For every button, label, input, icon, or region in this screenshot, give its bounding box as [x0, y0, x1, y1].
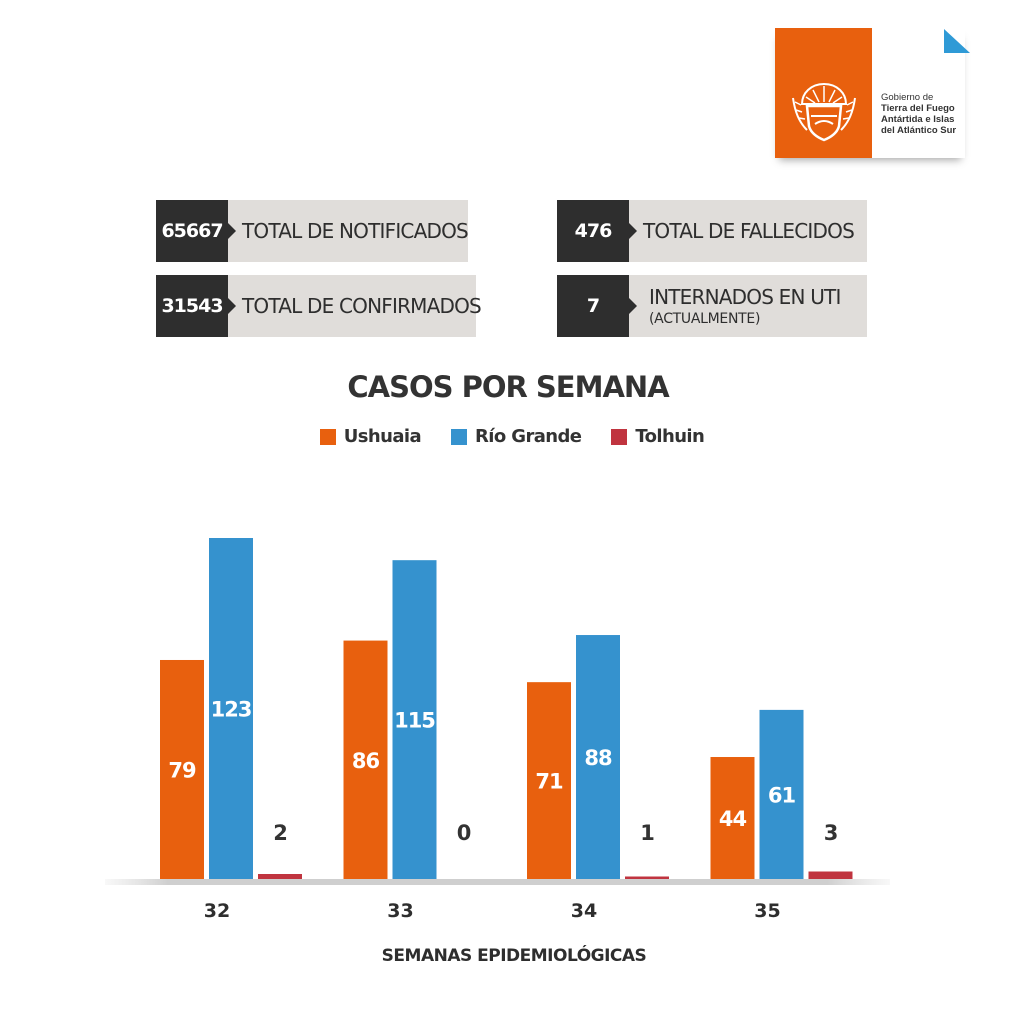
logo-line-4: del Atlántico Sur — [881, 125, 957, 136]
x-tick-label-34: 34 — [571, 900, 597, 922]
data-label-tolhuin-35: 3 — [824, 821, 838, 845]
legend-item-rio-grande: Río Grande — [451, 426, 582, 447]
legend-item-tolhuin: Tolhuin — [611, 426, 705, 447]
legend-label-tolhuin: Tolhuin — [635, 426, 705, 447]
chart-baseline — [105, 879, 890, 885]
stat-confirmados-value: 31543 — [156, 275, 228, 337]
stat-fallecidos-label: TOTAL DE FALLECIDOS — [643, 200, 855, 262]
bar-ushuaia-34 — [527, 682, 571, 879]
bar-tolhuin-35 — [808, 871, 853, 879]
x-axis-title: SEMANAS EPIDEMIOLÓGICAS — [381, 946, 647, 966]
legend-label-ushuaia: Ushuaia — [343, 426, 422, 447]
chart-legend: Ushuaia Río Grande Tolhuin — [0, 426, 1024, 447]
data-label-tolhuin-34: 1 — [640, 821, 654, 845]
legend-item-ushuaia: Ushuaia — [319, 426, 422, 447]
stat-confirmados: 31543 TOTAL DE CONFIRMADOS — [156, 275, 482, 337]
stat-arrow-icon — [629, 298, 637, 314]
stat-uti: 7 INTERNADOS EN UTI (ACTUALMENTE) — [557, 275, 867, 337]
data-label-ushuaia-35: 44 — [719, 807, 747, 831]
stat-arrow-icon — [629, 223, 637, 239]
corner-triangle-icon — [944, 29, 970, 53]
legend-swatch-rio-grande — [451, 428, 467, 445]
x-tick-label-35: 35 — [754, 900, 780, 922]
stat-notificados: 65667 TOTAL DE NOTIFICADOS — [156, 200, 469, 262]
data-label-tolhuin-33: 0 — [457, 821, 471, 845]
legend-swatch-ushuaia — [319, 428, 336, 445]
stat-arrow-icon — [228, 298, 236, 314]
bar-tolhuin-34 — [625, 876, 669, 879]
bar-r-o-grande-32 — [209, 538, 253, 879]
chart-title: CASOS POR SEMANA — [347, 370, 669, 404]
coat-of-arms-icon — [792, 82, 856, 142]
stat-uti-value: 7 — [557, 275, 629, 337]
x-tick-label-33: 33 — [387, 900, 413, 922]
stat-fallecidos-value: 476 — [557, 200, 629, 262]
logo-text: Gobierno de Tierra del Fuego Antártida e… — [881, 92, 971, 136]
bar-r-o-grande-34 — [576, 635, 620, 879]
x-tick-label-32: 32 — [204, 900, 230, 922]
data-label-tolhuin-32: 2 — [273, 821, 287, 845]
bar-r-o-grande-33 — [392, 560, 437, 879]
bar-ushuaia-32 — [160, 659, 204, 879]
stat-notificados-value: 65667 — [156, 200, 228, 262]
data-label-r-o-grande-33: 115 — [394, 709, 435, 733]
data-label-ushuaia-32: 79 — [168, 758, 196, 782]
bar-ushuaia-33 — [343, 640, 388, 879]
data-label-r-o-grande-35: 61 — [768, 783, 796, 807]
stat-confirmados-label-text: TOTAL DE CONFIRMADOS — [242, 294, 482, 318]
logo-line-2: Tierra del Fuego — [881, 103, 955, 114]
bar-r-o-grande-35 — [759, 709, 804, 879]
bar-ushuaia-35 — [710, 757, 755, 879]
data-label-r-o-grande-32: 123 — [211, 698, 252, 722]
stat-fallecidos: 476 TOTAL DE FALLECIDOS — [557, 200, 867, 262]
stat-confirmados-label: TOTAL DE CONFIRMADOS — [242, 275, 482, 337]
legend-swatch-tolhuin — [611, 428, 628, 445]
stat-uti-label: INTERNADOS EN UTI (ACTUALMENTE) — [649, 275, 841, 337]
data-label-ushuaia-33: 86 — [352, 749, 380, 773]
government-logo: Gobierno de Tierra del Fuego Antártida e… — [775, 28, 965, 158]
stat-uti-label-text: INTERNADOS EN UTI — [649, 285, 841, 309]
stat-uti-sublabel: (ACTUALMENTE) — [649, 311, 761, 327]
stat-notificados-label-text: TOTAL DE NOTIFICADOS — [242, 219, 469, 243]
legend-label-rio-grande: Río Grande — [475, 426, 582, 447]
data-label-r-o-grande-34: 88 — [584, 746, 612, 770]
stat-fallecidos-label-text: TOTAL DE FALLECIDOS — [643, 219, 855, 243]
stat-notificados-label: TOTAL DE NOTIFICADOS — [242, 200, 469, 262]
data-label-ushuaia-34: 71 — [535, 770, 563, 794]
logo-emblem-panel — [775, 28, 872, 158]
bar-tolhuin-32 — [258, 874, 302, 879]
logo-line-3: Antártida e Islas — [881, 114, 955, 125]
logo-line-1: Gobierno de — [881, 92, 934, 103]
stat-arrow-icon — [228, 223, 236, 239]
